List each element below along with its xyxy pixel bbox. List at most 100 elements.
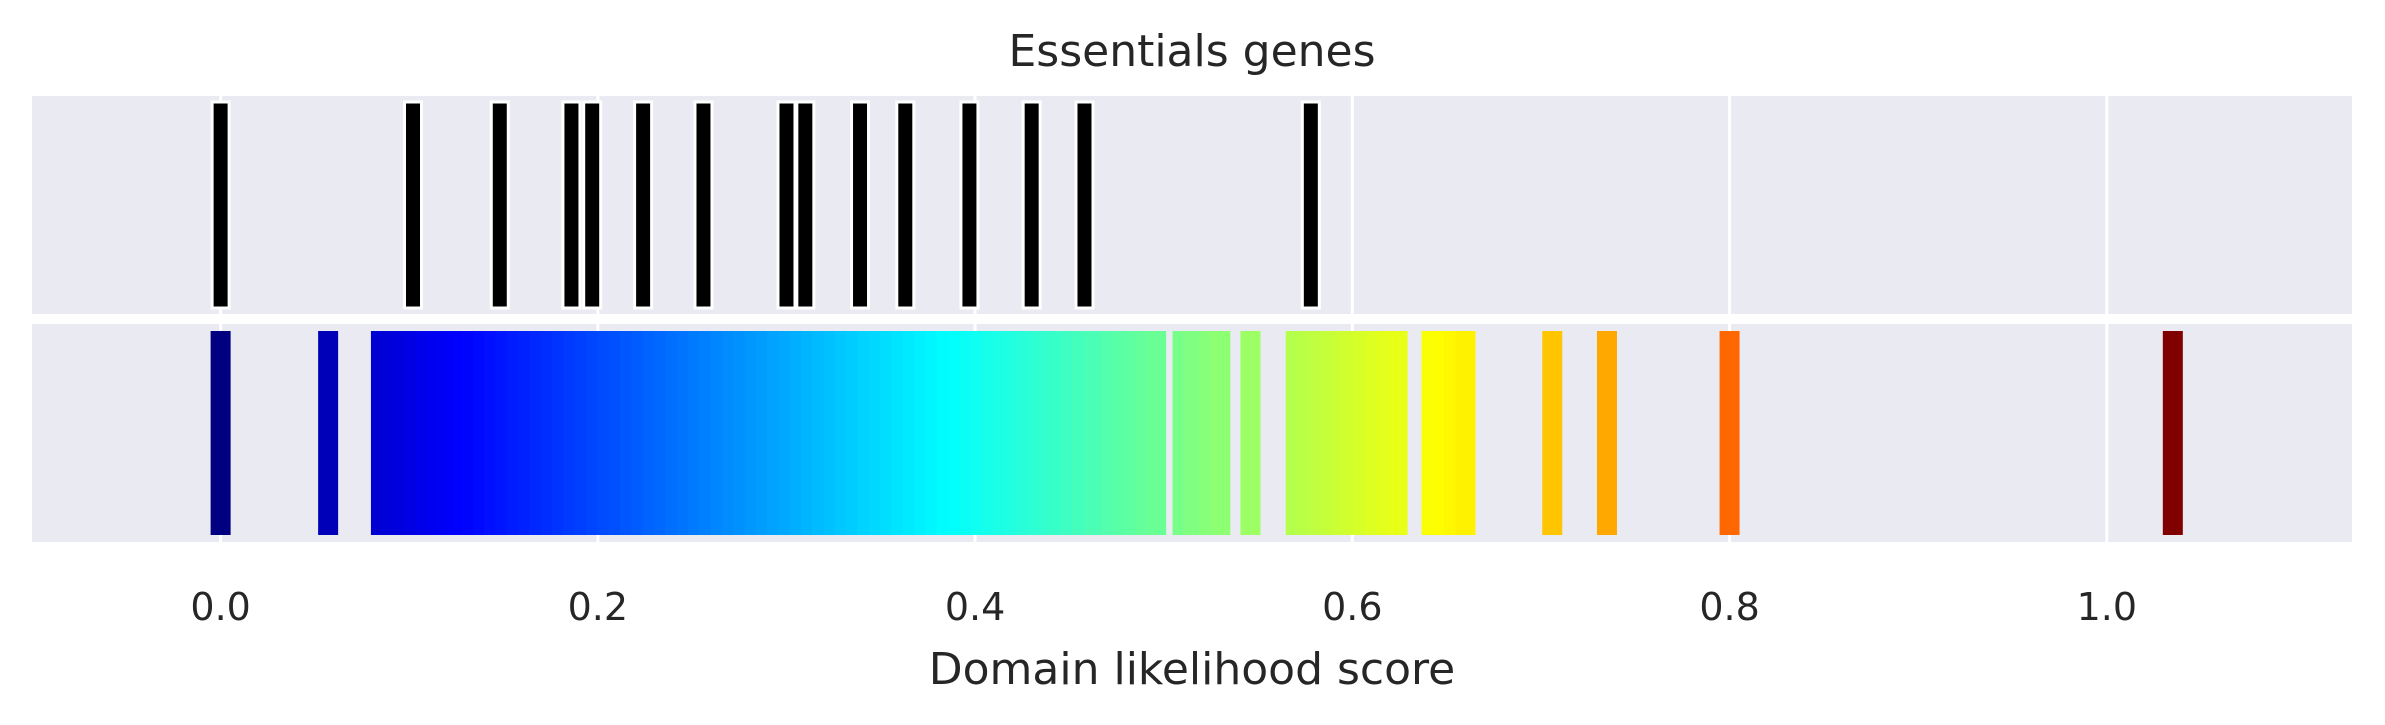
gene-score-mark [1308, 331, 1321, 535]
gene-score-mark [778, 331, 791, 535]
gene-score-mark [846, 331, 859, 535]
gene-score-mark [1210, 331, 1231, 535]
gene-score-mark [518, 331, 531, 535]
gene-score-mark [552, 331, 565, 535]
gene-score-mark [1542, 331, 1563, 535]
x-tick-label: 0.4 [945, 585, 1005, 629]
gene-score-mark [1319, 331, 1333, 535]
gene-score-mark [948, 331, 961, 535]
gene-score-mark [574, 331, 588, 535]
gene-score-mark [880, 331, 893, 535]
essential-gene-mark [959, 100, 980, 310]
gene-score-mark [472, 331, 486, 535]
gene-score-mark [1049, 331, 1063, 535]
essential-gene-mark [895, 100, 916, 310]
gene-score-mark [416, 331, 429, 535]
essential-gene-marks [210, 100, 1321, 310]
gene-score-mark [210, 331, 231, 535]
essential-panel-background [32, 96, 2352, 314]
gene-score-mark [721, 331, 735, 535]
gene-score-mark [1376, 331, 1389, 535]
x-tick-label: 0.6 [1322, 585, 1382, 629]
gene-score-mark [744, 331, 757, 535]
gene-score-mark [699, 331, 712, 535]
essential-gene-mark [1300, 100, 1321, 310]
gene-score-mark [563, 331, 576, 535]
gene-score-mark [891, 331, 905, 535]
gene-score-mark [1112, 331, 1125, 535]
gene-score-mark [438, 331, 452, 535]
essential-gene-mark [693, 100, 714, 310]
gene-score-mark [1134, 331, 1148, 535]
gene-score-mark [506, 331, 520, 535]
gene-score-mark [834, 331, 848, 535]
gene-score-mark [1432, 331, 1446, 535]
gene-score-mark [1240, 331, 1261, 535]
gene-score-mark [450, 331, 463, 535]
gene-score-mark [404, 331, 418, 535]
gene-score-mark [1387, 331, 1408, 535]
essential-gene-mark [561, 100, 582, 310]
gene-score-mark [823, 331, 837, 535]
chart-title: Essentials genes [1008, 26, 1375, 77]
essential-gene-mark [489, 100, 510, 310]
gene-score-mark [484, 331, 497, 535]
gene-score-mark [619, 331, 633, 535]
gene-score-mark [1331, 331, 1344, 535]
gene-score-mark [653, 331, 667, 535]
gene-score-mark [1285, 331, 1299, 535]
gene-score-mark [710, 331, 723, 535]
gene-score-mark [665, 331, 678, 535]
gene-score-mark [970, 331, 984, 535]
x-tick-label: 0.0 [190, 585, 250, 629]
gene-score-mark [902, 331, 916, 535]
gene-score-mark [631, 331, 644, 535]
gene-score-mark [687, 331, 701, 535]
essential-gene-mark [633, 100, 654, 310]
gene-score-mark [755, 331, 769, 535]
gene-score-mark [993, 331, 1006, 535]
gene-score-mark [1123, 331, 1137, 535]
gene-score-mark [1072, 331, 1086, 535]
gene-score-mark [461, 331, 474, 535]
gene-score-mark [959, 331, 972, 535]
gene-score-mark [1004, 331, 1018, 535]
gene-score-mark [800, 331, 814, 535]
gene-score-mark [1100, 331, 1114, 535]
all-gene-marks [210, 331, 2183, 535]
x-axis-ticks: 0.0 0.2 0.4 0.6 0.8 1.0 [190, 585, 2137, 629]
gene-score-mark [1016, 331, 1029, 535]
gene-score-mark [812, 331, 825, 535]
gene-score-mark [767, 331, 780, 535]
gene-score-mark [642, 331, 656, 535]
gene-score-mark [1444, 331, 1457, 535]
gene-score-mark [1198, 331, 1212, 535]
gene-score-mark [1421, 331, 1435, 535]
essential-gene-mark [795, 100, 816, 310]
gene-score-mark [914, 331, 927, 535]
gene-score-mark [382, 331, 395, 535]
gene-score-mark [585, 331, 599, 535]
essential-gene-mark [776, 100, 797, 310]
essential-gene-mark [210, 100, 231, 310]
gene-score-mark [789, 331, 803, 535]
gene-score-mark [529, 331, 542, 535]
essential-gene-mark [582, 100, 603, 310]
gene-score-mark [1172, 331, 1186, 535]
gene-score-mark [1183, 331, 1201, 535]
gene-score-mark [597, 331, 610, 535]
essential-gene-mark [1021, 100, 1042, 310]
essential-gene-mark [1074, 100, 1095, 310]
gene-score-mark [982, 331, 995, 535]
gene-score-mark [925, 331, 938, 535]
gene-score-mark [1342, 331, 1355, 535]
gene-score-mark [733, 331, 746, 535]
gene-score-mark [1364, 331, 1378, 535]
x-tick-label: 0.8 [1699, 585, 1759, 629]
x-tick-label: 1.0 [2077, 585, 2137, 629]
essential-gene-mark [850, 100, 871, 310]
gene-score-mark [608, 331, 622, 535]
gene-score-mark [1353, 331, 1367, 535]
gene-score-mark [1083, 331, 1103, 535]
